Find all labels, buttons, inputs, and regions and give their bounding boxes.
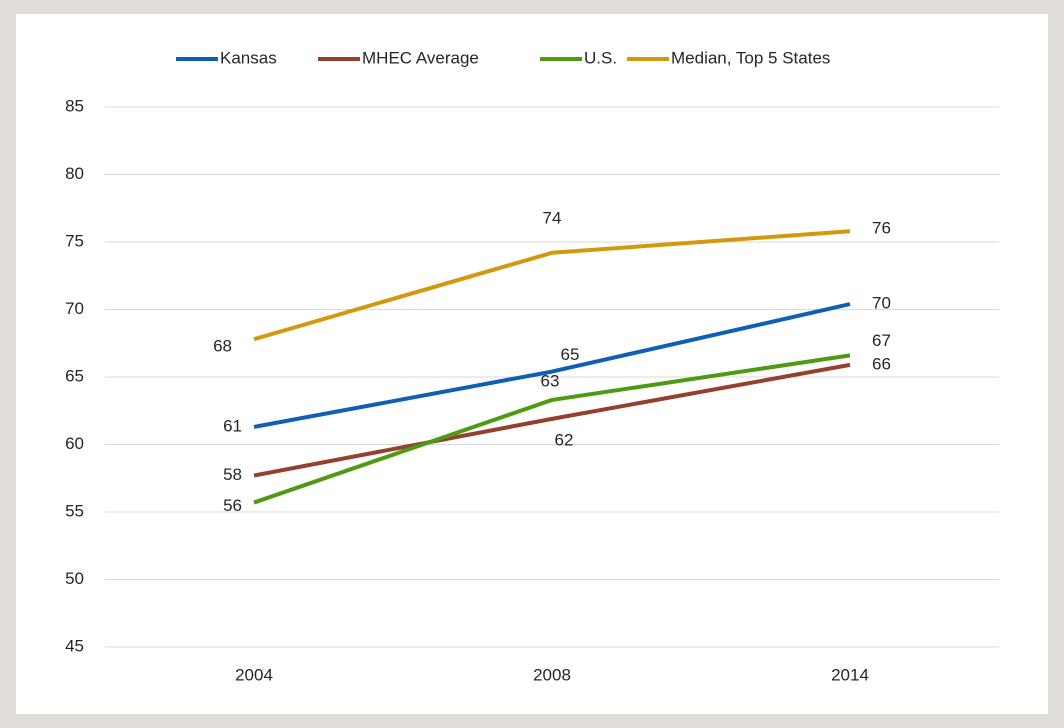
- data-label: 58: [223, 465, 242, 484]
- x-tick-label: 2014: [831, 665, 869, 684]
- legend-label: Kansas: [220, 48, 277, 67]
- data-label: 61: [223, 416, 242, 435]
- x-tick-label: 2004: [235, 665, 273, 684]
- series-line: [253, 302, 851, 429]
- data-label: 68: [213, 337, 232, 356]
- data-label: 56: [223, 496, 242, 515]
- panel: [16, 14, 1048, 714]
- data-label: 62: [555, 430, 574, 449]
- x-tick-label: 2008: [533, 665, 571, 684]
- data-label: 67: [872, 331, 891, 350]
- y-tick-label: 70: [65, 299, 84, 318]
- data-label: 65: [561, 345, 580, 364]
- data-label: 74: [543, 208, 562, 227]
- y-tick-label: 45: [65, 636, 84, 655]
- y-tick-label: 60: [65, 434, 84, 453]
- legend-label: U.S.: [584, 48, 617, 67]
- data-label: 66: [872, 354, 891, 373]
- y-tick-label: 50: [65, 569, 84, 588]
- data-label: 70: [872, 294, 891, 313]
- y-tick-label: 80: [65, 164, 84, 183]
- y-tick-label: 75: [65, 231, 84, 250]
- y-tick-label: 85: [65, 96, 84, 115]
- data-label: 76: [872, 219, 891, 238]
- y-tick-label: 55: [65, 501, 84, 520]
- series-line: [253, 229, 851, 342]
- legend-label: MHEC Average: [362, 48, 479, 67]
- series-line: [253, 353, 851, 505]
- series-line: [253, 362, 851, 478]
- legend-label: Median, Top 5 States: [671, 48, 830, 67]
- data-label: 63: [541, 371, 560, 390]
- y-tick-label: 65: [65, 366, 84, 385]
